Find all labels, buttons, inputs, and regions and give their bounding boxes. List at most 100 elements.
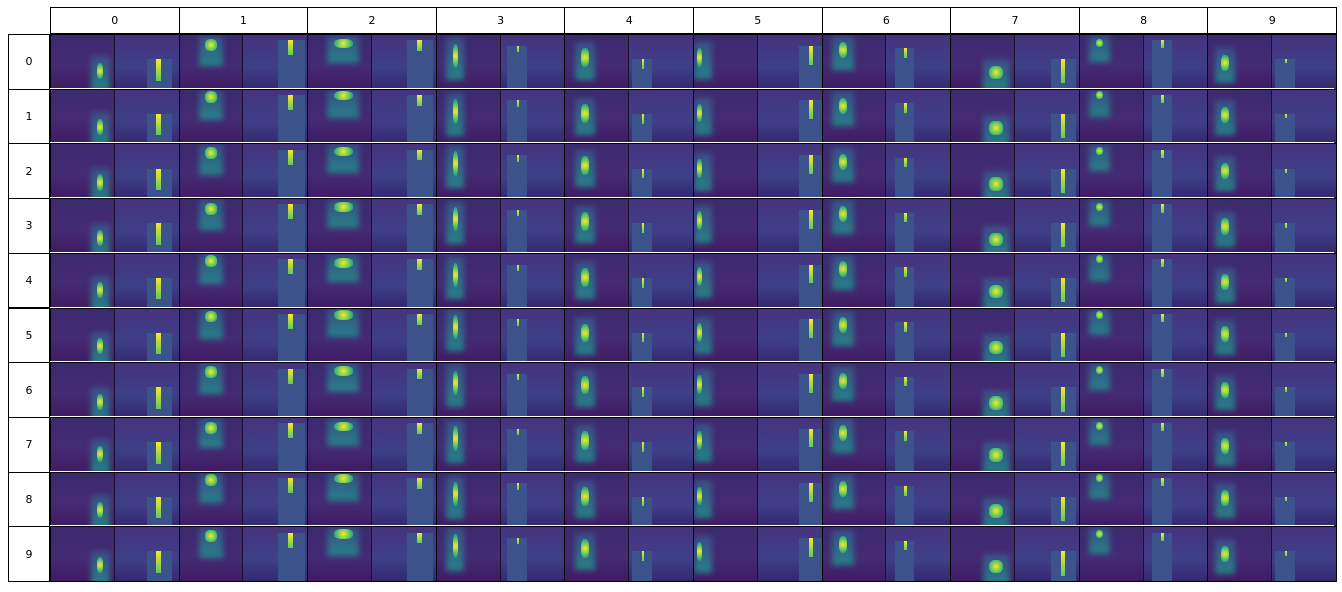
grid-cell-6-2 bbox=[307, 362, 437, 418]
grid-cell-1-4 bbox=[564, 88, 694, 145]
grid-cell-9-4 bbox=[564, 526, 694, 582]
left-panel bbox=[179, 253, 244, 308]
left-panel bbox=[436, 144, 501, 199]
grid-cell-4-7 bbox=[950, 252, 1080, 309]
left-panel bbox=[951, 89, 1015, 144]
grid-cell-6-0 bbox=[50, 362, 180, 418]
hot-spot bbox=[96, 282, 104, 299]
left-panel bbox=[436, 417, 501, 472]
left-panel bbox=[822, 472, 887, 527]
bright-marker bbox=[808, 100, 814, 120]
bright-marker bbox=[516, 538, 520, 545]
hot-spot bbox=[697, 47, 703, 67]
bright-marker bbox=[904, 212, 907, 223]
left-panel bbox=[179, 199, 244, 253]
hot-spot bbox=[697, 103, 703, 123]
depth-region bbox=[1275, 168, 1296, 199]
left-panel bbox=[694, 417, 758, 472]
hot-spot bbox=[96, 62, 104, 79]
left-panel bbox=[51, 308, 115, 363]
left-panel bbox=[1208, 417, 1273, 472]
grid-cell-2-0 bbox=[50, 143, 180, 200]
right-panel bbox=[370, 35, 436, 89]
right-panel bbox=[756, 417, 822, 472]
column-header-7: 7 bbox=[950, 7, 1080, 34]
right-panel bbox=[1142, 253, 1208, 308]
hot-spot bbox=[1221, 106, 1229, 123]
bright-marker bbox=[1284, 59, 1288, 64]
left-panel bbox=[822, 253, 887, 308]
hot-spot bbox=[1095, 254, 1104, 263]
bright-marker bbox=[516, 155, 520, 162]
hot-spot bbox=[1095, 39, 1104, 48]
bright-marker bbox=[288, 149, 294, 165]
bright-marker bbox=[416, 368, 422, 380]
grid-cell-8-7 bbox=[950, 471, 1080, 528]
right-panel bbox=[370, 199, 436, 253]
bright-marker bbox=[416, 40, 422, 52]
hot-spot bbox=[96, 393, 104, 410]
grid-cell-4-0 bbox=[50, 252, 180, 309]
hot-spot bbox=[96, 557, 104, 574]
bright-marker bbox=[1161, 259, 1164, 268]
left-panel bbox=[565, 253, 630, 308]
depth-region bbox=[1275, 442, 1296, 472]
depth-region bbox=[799, 209, 822, 253]
right-panel bbox=[499, 417, 565, 472]
depth-region bbox=[632, 551, 653, 581]
grid-cell-1-8 bbox=[1078, 88, 1209, 145]
grid-cell-0-9 bbox=[1207, 34, 1337, 90]
hot-spot bbox=[1095, 310, 1104, 319]
grid-cell-6-4 bbox=[564, 362, 694, 418]
grid-cell-9-0 bbox=[50, 526, 180, 582]
hot-spot bbox=[581, 211, 589, 231]
right-panel bbox=[113, 253, 179, 308]
column-header-4: 4 bbox=[564, 7, 694, 34]
left-panel bbox=[436, 527, 501, 581]
right-panel bbox=[756, 89, 822, 144]
bright-marker bbox=[641, 168, 645, 179]
depth-region bbox=[1151, 40, 1172, 89]
hot-spot bbox=[452, 151, 458, 176]
right-panel bbox=[113, 144, 179, 199]
hot-spot bbox=[581, 487, 589, 506]
hot-spot bbox=[581, 539, 589, 558]
right-panel bbox=[1142, 417, 1208, 472]
grid-cell-0-7 bbox=[950, 34, 1080, 90]
row-header-0: 0 bbox=[8, 34, 50, 90]
right-panel bbox=[628, 308, 693, 363]
left-panel bbox=[1208, 363, 1273, 417]
hot-spot bbox=[1095, 366, 1104, 375]
grid-cell-4-9 bbox=[1207, 252, 1337, 309]
grid-cell-5-3 bbox=[435, 307, 566, 364]
hot-spot bbox=[989, 284, 1004, 299]
left-panel bbox=[51, 417, 115, 472]
hot-spot bbox=[838, 536, 848, 553]
right-panel bbox=[885, 144, 951, 199]
left-panel bbox=[179, 89, 244, 144]
bright-marker bbox=[156, 496, 161, 519]
right-panel bbox=[113, 35, 179, 89]
left-panel bbox=[1079, 144, 1144, 199]
right-panel bbox=[885, 35, 951, 89]
left-panel bbox=[565, 144, 630, 199]
hot-spot bbox=[205, 474, 217, 486]
bright-marker bbox=[516, 428, 520, 436]
right-panel bbox=[113, 199, 179, 253]
depth-region bbox=[894, 103, 915, 144]
hot-spot bbox=[697, 211, 703, 231]
left-panel bbox=[308, 472, 372, 527]
right-panel bbox=[756, 527, 822, 581]
right-panel bbox=[1271, 363, 1336, 417]
bright-marker bbox=[288, 477, 294, 493]
hot-spot bbox=[989, 177, 1004, 191]
right-panel bbox=[242, 527, 308, 581]
hot-spot bbox=[205, 310, 217, 323]
column-header-8: 8 bbox=[1078, 7, 1209, 34]
hot-spot bbox=[581, 375, 589, 395]
hot-spot bbox=[697, 430, 703, 450]
hot-spot bbox=[581, 431, 589, 451]
row-header-1: 1 bbox=[8, 88, 50, 145]
right-panel bbox=[242, 363, 308, 417]
bright-marker bbox=[1284, 168, 1288, 173]
